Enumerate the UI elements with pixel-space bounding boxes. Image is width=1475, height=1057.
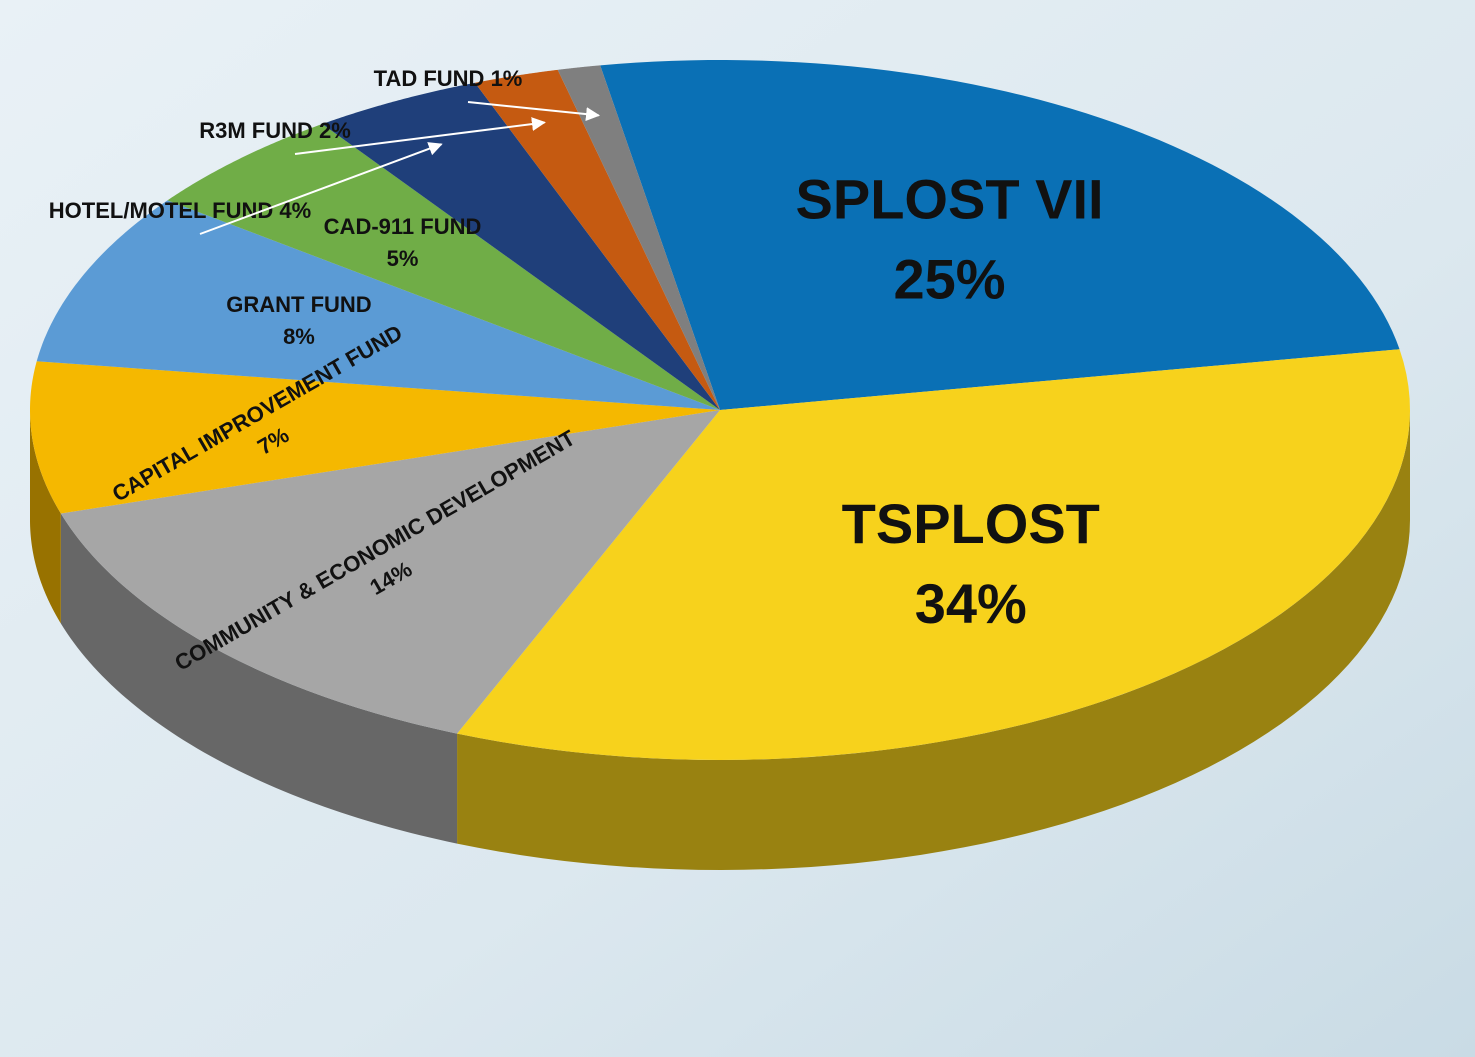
slice [60, 410, 721, 734]
slice-label: TAD FUND 1% [374, 66, 523, 91]
category-name: R3M FUND [199, 118, 313, 143]
leader-arrow [199, 142, 443, 235]
slice-label: GRANT FUND [226, 292, 371, 317]
slice [557, 65, 720, 410]
value-label: 34% [915, 572, 1027, 635]
label-group: GRANT FUND 8% [226, 292, 371, 349]
slice-label: TSPLOST [842, 492, 1100, 555]
slice-label: HOTEL/MOTEL FUND 4% [49, 198, 311, 223]
slice [457, 349, 1410, 760]
slice-label: SPLOST VII [796, 168, 1104, 231]
slice-label: R3M FUND 2% [199, 118, 351, 143]
leader-arrow [467, 101, 601, 122]
slice-side [60, 513, 458, 844]
slice [30, 361, 720, 514]
slice [36, 200, 721, 410]
value-label: 8% [283, 324, 315, 349]
value-label: 1% [491, 66, 523, 91]
leader-arrow [294, 117, 546, 155]
slice [600, 60, 1400, 410]
value-label: 4% [279, 198, 311, 223]
slice-label: CAD-911 FUND [324, 214, 482, 239]
category-name: TAD FUND [374, 66, 485, 91]
slice-side [30, 410, 61, 624]
value-label: 2% [319, 118, 351, 143]
slice-side [457, 410, 1411, 870]
label-group: CAD-911 FUND 5% [324, 214, 482, 271]
category-name: HOTEL/MOTEL FUND [49, 198, 273, 223]
slice [474, 69, 720, 410]
value-label: 5% [387, 246, 419, 271]
value-label: 25% [893, 248, 1005, 311]
slice [322, 82, 720, 411]
